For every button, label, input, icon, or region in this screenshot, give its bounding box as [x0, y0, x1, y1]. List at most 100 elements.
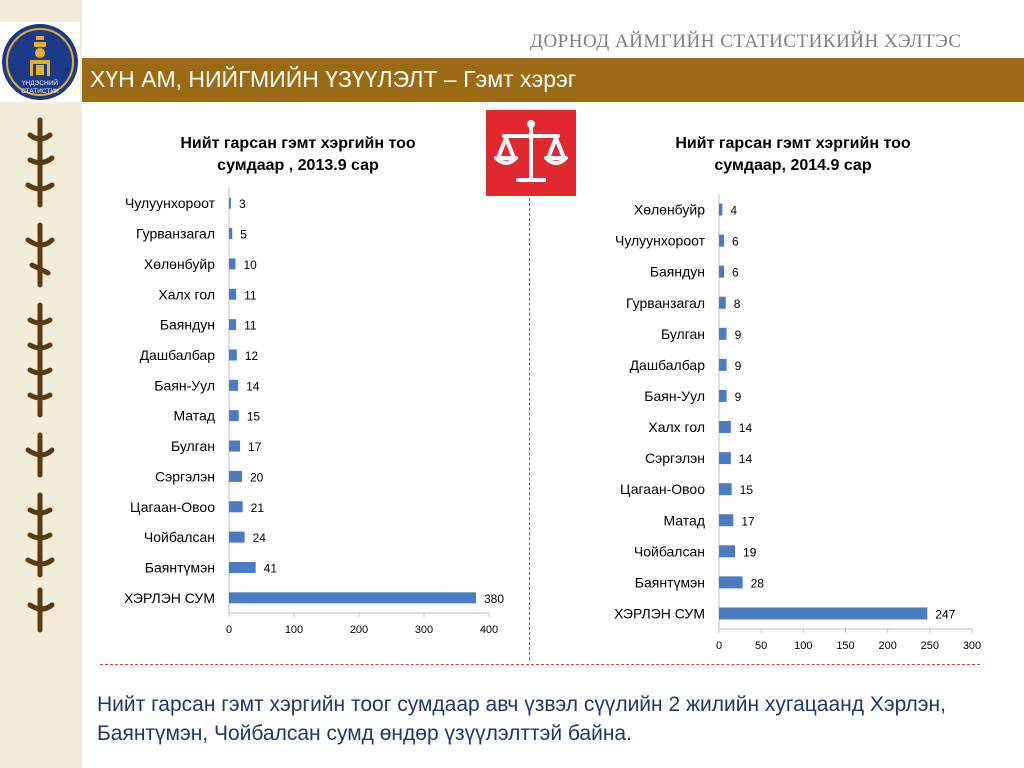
bar: [229, 440, 241, 452]
category-label: Матад: [173, 408, 215, 424]
category-label: Цагаан-Овоо: [620, 481, 705, 497]
data-label: 9: [735, 328, 742, 342]
category-label: Хөлөнбуйр: [634, 202, 705, 218]
bar: [719, 234, 725, 247]
logo-text-line2: СТАТИСТИК: [21, 88, 59, 95]
category-label: Дашбалбар: [630, 357, 706, 373]
category-label: Сэргэлэн: [155, 468, 215, 484]
data-label: 17: [248, 440, 262, 454]
bar: [229, 501, 243, 513]
bar: [719, 358, 727, 371]
horizontal-divider: [100, 664, 980, 665]
data-label: 11: [244, 288, 257, 302]
bar: [229, 531, 245, 543]
bar: [229, 319, 237, 331]
category-label: Баяндун: [160, 317, 215, 333]
bar: [719, 452, 731, 465]
data-label: 24: [253, 531, 267, 545]
category-label: Халх гол: [158, 286, 215, 302]
chart-title-line: Нийт гарсан гэмт хэргийн тоо: [180, 135, 415, 152]
data-label: 3: [239, 197, 246, 211]
bar: [719, 265, 725, 278]
summary-text: Нийт гарсан гэмт хэргийн тоог сумдаар ав…: [97, 693, 946, 745]
chart-2013: Нийт гарсан гэмт хэргийн тоо сумдаар , 20…: [124, 135, 504, 636]
x-tick-label: 250: [921, 640, 939, 652]
x-tick-label: 200: [878, 640, 896, 652]
data-label: 14: [739, 421, 753, 435]
bar: [719, 576, 743, 589]
bar: [229, 288, 237, 300]
data-label: 6: [732, 235, 739, 249]
category-label: Дашбалбар: [140, 347, 216, 363]
bar: [719, 514, 734, 527]
data-label: 19: [743, 545, 757, 559]
category-label: Матад: [663, 512, 705, 528]
data-label: 14: [739, 452, 753, 466]
bar: [229, 410, 239, 422]
data-label: 380: [484, 592, 504, 606]
chart-title-line: сумдаар, 2014.9 сар: [714, 157, 871, 174]
bar: [719, 421, 731, 434]
x-tick-label: 150: [836, 640, 854, 652]
category-label: Чойбалсан: [634, 543, 705, 559]
data-label: 12: [245, 349, 259, 363]
bar: [229, 197, 231, 209]
category-label: Чулуунхороот: [615, 233, 706, 249]
data-label: 15: [740, 483, 754, 497]
left-decoration-strip: [0, 0, 82, 768]
bar: [719, 607, 928, 620]
bar: [229, 258, 236, 270]
data-label: 4: [730, 204, 737, 218]
page-title: ХҮН АМ, НИЙГМИЙН ҮЗҮҮЛЭЛТ – Гэмт хэрэг: [90, 66, 577, 92]
national-statistics-logo: ҮНДЭСНИЙ СТАТИСТИК: [2, 24, 78, 100]
data-label: 10: [244, 258, 258, 272]
category-label: Баянтүмэн: [145, 559, 215, 575]
x-tick-label: 50: [755, 640, 767, 652]
category-label: Чойбалсан: [144, 529, 215, 545]
category-label: Баянтүмэн: [635, 574, 705, 590]
data-label: 11: [244, 319, 257, 333]
category-label: Цагаан-Овоо: [130, 499, 215, 515]
category-label: ХЭРЛЭН СУМ: [614, 605, 705, 621]
category-label: Гурванзагал: [136, 226, 215, 242]
x-tick-label: 300: [963, 640, 981, 652]
x-tick-label: 100: [285, 624, 303, 636]
bar: [229, 561, 256, 573]
x-tick-label: 0: [716, 640, 722, 652]
category-label: Булган: [661, 326, 705, 342]
bar: [229, 228, 233, 240]
bar: [719, 203, 723, 216]
category-label: Сэргэлэн: [645, 450, 705, 466]
bar: [229, 470, 242, 482]
category-label: Баяндун: [650, 264, 705, 280]
chart-2014: Нийт гарсан гэмт хэргийн тоо сумдаар, 201…: [614, 135, 981, 652]
chart-title-line: Нийт гарсан гэмт хэргийн тоо: [675, 135, 910, 152]
data-label: 15: [247, 410, 261, 424]
bar: [229, 349, 237, 361]
category-label: Баян-Уул: [644, 388, 705, 404]
category-label: Хөлөнбуйр: [144, 256, 215, 272]
bar: [719, 327, 727, 340]
x-tick-label: 200: [350, 624, 368, 636]
category-label: Гурванзагал: [626, 295, 705, 311]
bar: [229, 379, 239, 391]
data-label: 21: [251, 501, 265, 515]
data-label: 9: [735, 359, 742, 373]
chart-title-line: сумдаар , 2013.9 сар: [217, 157, 379, 174]
data-label: 14: [246, 379, 260, 393]
data-label: 28: [751, 576, 765, 590]
justice-icon-box: [486, 110, 576, 196]
category-label: Чулуунхороот: [125, 195, 216, 211]
data-label: 6: [732, 266, 739, 280]
category-label: Баян-Уул: [154, 377, 215, 393]
logo-container: ҮНДЭСНИЙ СТАТИСТИК: [0, 22, 80, 102]
x-tick-label: 100: [794, 640, 812, 652]
agency-name: ДОРНОД АЙМГИЙН СТАТИСТИКИЙН ХЭЛТЭС: [530, 31, 962, 52]
x-tick-label: 0: [226, 624, 232, 636]
logo-text-line1: ҮНДЭСНИЙ: [22, 78, 58, 87]
x-tick-label: 400: [480, 624, 498, 636]
data-label: 5: [240, 228, 247, 242]
category-label: ХЭРЛЭН СУМ: [124, 590, 215, 606]
category-label: Булган: [171, 438, 215, 454]
data-label: 247: [935, 607, 955, 621]
